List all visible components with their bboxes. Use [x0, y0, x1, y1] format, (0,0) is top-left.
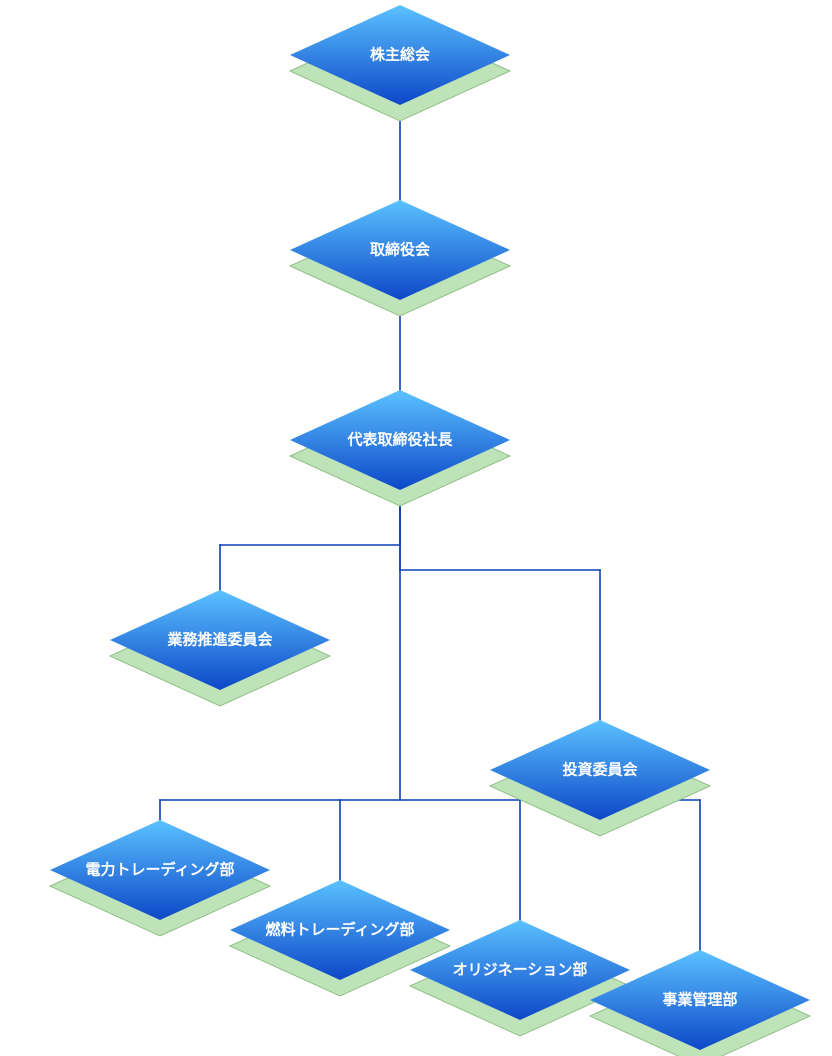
- org-chart: 株主総会取締役会代表取締役社長業務推進委員会投資委員会電力トレーディング部燃料ト…: [0, 0, 832, 1056]
- node-label: 株主総会: [370, 46, 430, 64]
- node-business_cmt: 業務推進委員会: [110, 590, 330, 706]
- node-label: 電力トレーディング部: [86, 861, 235, 879]
- node-label: 投資委員会: [562, 761, 637, 779]
- node-president: 代表取締役社長: [290, 390, 510, 506]
- node-power_trade: 電力トレーディング部: [50, 820, 270, 936]
- nodes: 株主総会取締役会代表取締役社長業務推進委員会投資委員会電力トレーディング部燃料ト…: [50, 5, 810, 1056]
- node-shareholders: 株主総会: [290, 5, 510, 121]
- node-fuel_trade: 燃料トレーディング部: [230, 880, 450, 996]
- node-biz_mgmt: 事業管理部: [590, 950, 810, 1056]
- node-label: 業務推進委員会: [166, 631, 272, 649]
- node-label: オリジネーション部: [453, 961, 588, 979]
- node-label: 事業管理部: [662, 991, 737, 1009]
- node-label: 代表取締役社長: [346, 431, 453, 449]
- node-invest_cmt: 投資委員会: [490, 720, 710, 836]
- node-label: 取締役会: [370, 241, 430, 259]
- node-label: 燃料トレーディング部: [266, 921, 415, 939]
- node-board: 取締役会: [290, 200, 510, 316]
